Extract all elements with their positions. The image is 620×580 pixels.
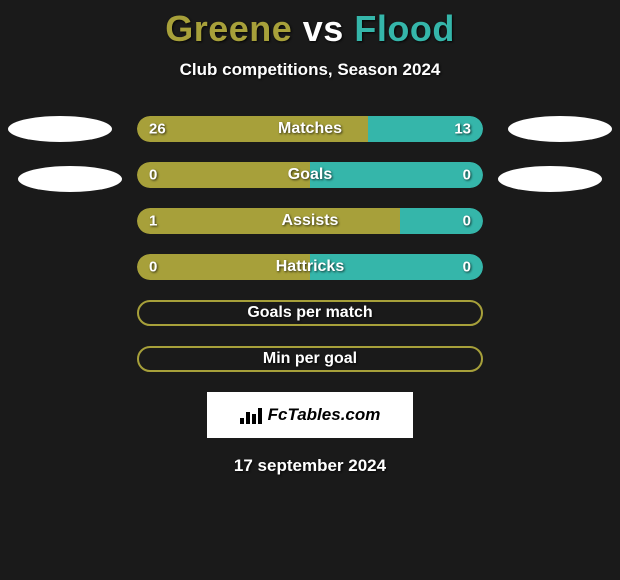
stat-row: 0 0 Hattricks <box>137 254 483 280</box>
stat-row: 0 0 Goals <box>137 162 483 188</box>
stat-row: Goals per match <box>137 300 483 326</box>
stat-label: Goals <box>288 166 332 184</box>
stat-value-left: 1 <box>149 213 157 230</box>
avatar-placeholder-bottom-right <box>498 166 602 192</box>
avatar-placeholder-bottom-left <box>18 166 122 192</box>
stat-label: Matches <box>278 120 342 138</box>
stat-row: 26 13 Matches <box>137 116 483 142</box>
title-vs: vs <box>303 8 344 49</box>
stat-value-left: 0 <box>149 259 157 276</box>
stat-label: Goals per match <box>247 304 372 322</box>
watermark-text: FcTables.com <box>268 405 381 425</box>
date-label: 17 september 2024 <box>0 456 620 476</box>
stat-value-right: 0 <box>463 213 471 230</box>
watermark-badge: FcTables.com <box>207 392 413 438</box>
stat-label: Hattricks <box>276 258 344 276</box>
comparison-chart: 26 13 Matches 0 0 Goals 1 0 Assists 0 0 Hattricks Go… <box>0 116 620 476</box>
stat-row: Min per goal <box>137 346 483 372</box>
stat-label: Assists <box>282 212 339 230</box>
stat-bar-left <box>137 162 310 188</box>
title-player1: Greene <box>165 8 292 49</box>
stat-value-right: 0 <box>463 259 471 276</box>
stat-row: 1 0 Assists <box>137 208 483 234</box>
stat-bar-right <box>310 162 483 188</box>
title-player2: Flood <box>354 8 454 49</box>
stat-value-right: 13 <box>454 121 471 138</box>
stat-value-left: 0 <box>149 167 157 184</box>
bar-chart-icon <box>240 406 262 424</box>
stat-value-right: 0 <box>463 167 471 184</box>
stat-bar-left <box>137 208 400 234</box>
page-title: Greene vs Flood <box>0 0 620 50</box>
avatar-placeholder-top-left <box>8 116 112 142</box>
stat-label: Min per goal <box>263 350 357 368</box>
avatar-placeholder-top-right <box>508 116 612 142</box>
stat-value-left: 26 <box>149 121 166 138</box>
subtitle: Club competitions, Season 2024 <box>0 60 620 80</box>
